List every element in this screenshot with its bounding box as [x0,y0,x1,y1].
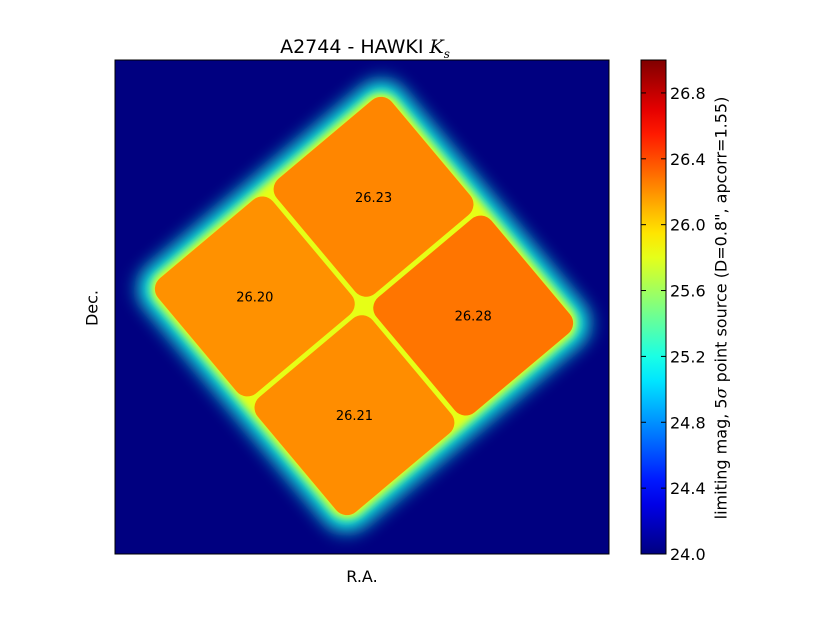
colorbar [640,59,667,555]
pointing-tile-top [154,196,355,397]
chart-title: A2744 - HAWKI Ks [280,36,450,61]
pointing-tiles [154,96,574,516]
y-axis-label: Dec. [82,289,102,327]
pointing-tile-left [254,315,455,516]
tile-value-label: 26.21 [336,409,373,424]
colorbar-tick-label: 25.2 [670,347,706,366]
heatmap-layer [138,80,590,532]
x-axis-label: R.A. [346,567,378,586]
colorbar-tick-label: 24.4 [670,479,706,498]
colorbar-tick-label: 24.0 [670,545,706,564]
colorbar-tick-label: 26.8 [670,84,706,103]
tile-value-label: 26.23 [355,191,392,206]
colorbar-tick-label: 26.0 [670,216,706,235]
pointing-tile-right [273,96,474,297]
plot-frame [114,59,610,555]
colorbar-tick-label: 26.4 [670,150,706,169]
colorbar-tick-label: 24.8 [670,413,706,432]
tile-value-label: 26.20 [236,290,273,305]
colorbar-ticks: 24.0 24.4 24.8 25.2 25.6 26.0 26.4 26.8 [641,84,706,564]
colorbar-label: limiting mag, 5σ point source (D=0.8", a… [711,96,731,520]
pointing-tile-bottom [373,215,574,416]
colorbar-tick-label: 25.6 [670,282,706,301]
tile-value-label: 26.28 [455,310,492,325]
